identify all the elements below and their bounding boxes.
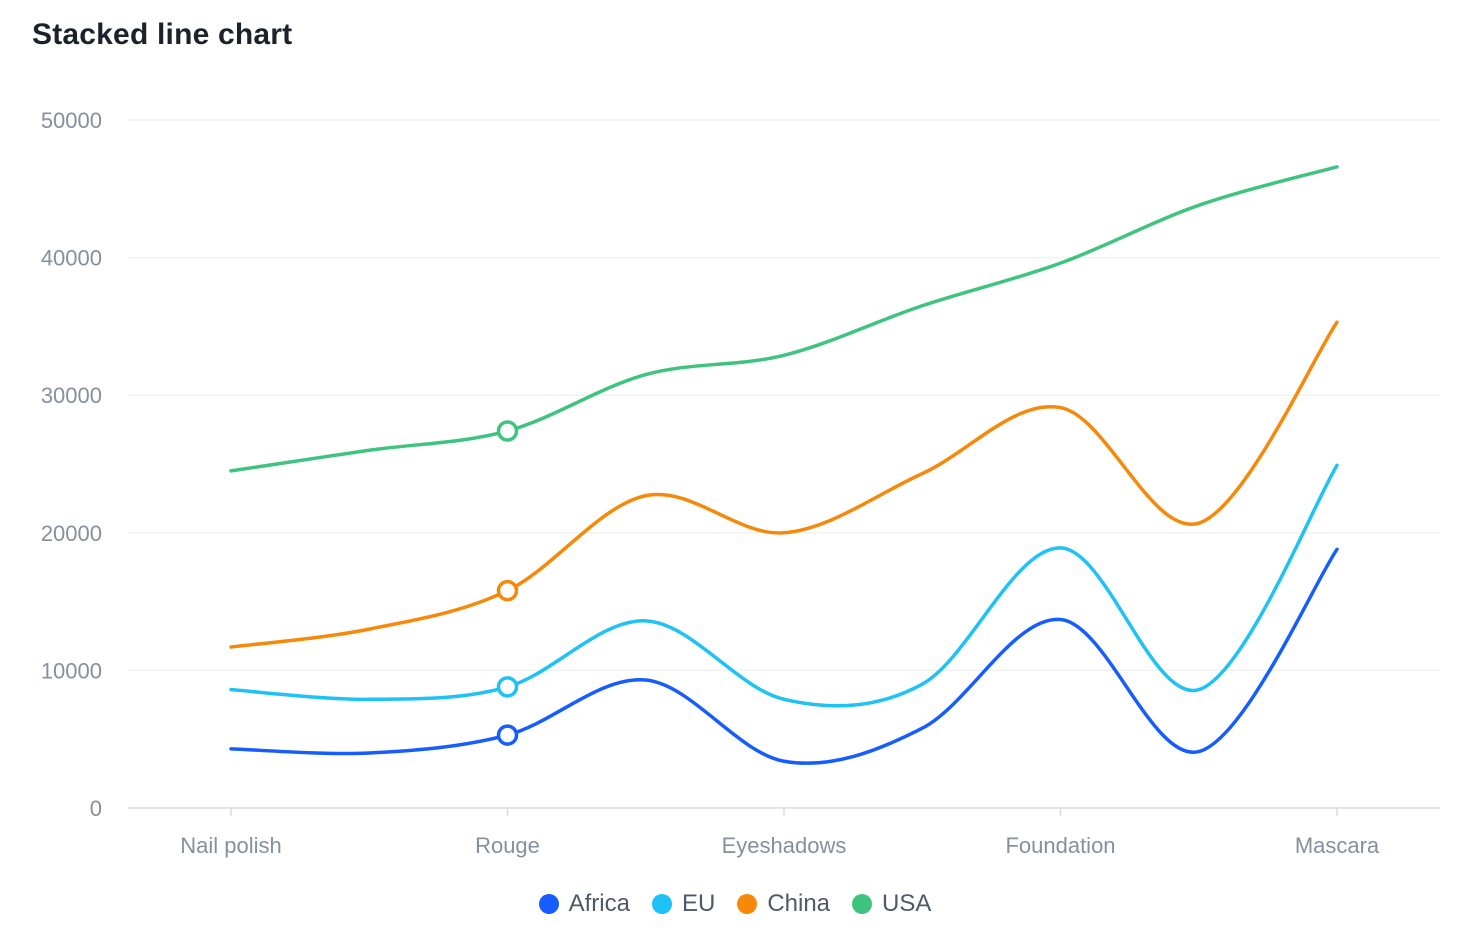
- x-tick-label: Foundation: [1005, 833, 1115, 858]
- y-tick-label: 20000: [41, 521, 102, 546]
- y-tick-label: 40000: [41, 246, 102, 271]
- legend: Africa EU China USA: [0, 890, 1470, 918]
- legend-label: EU: [681, 890, 716, 917]
- line-chart: 0 10000 20000 30000 40000 50000 Nail polish Ro…: [41, 108, 1440, 858]
- data-point-africa[interactable]: [496, 724, 519, 746]
- y-tick-label: 50000: [41, 108, 102, 133]
- legend-label: China: [767, 890, 831, 917]
- legend-label: USA: [882, 890, 932, 917]
- legend-swatch: [651, 894, 672, 914]
- legend-item-china[interactable]: China: [737, 890, 830, 918]
- grid-lines: [128, 119, 1440, 672]
- series-line-usa[interactable]: [229, 165, 1339, 473]
- series-line-eu[interactable]: [229, 463, 1339, 708]
- y-tick-label: 10000: [41, 658, 102, 683]
- legend-swatch: [737, 894, 758, 914]
- x-axis: Nail polish Rouge Eyeshadows Foundation Masc…: [128, 807, 1440, 858]
- data-point-eu[interactable]: [496, 676, 519, 698]
- series-line-china[interactable]: [229, 320, 1339, 649]
- data-point-china[interactable]: [496, 579, 519, 602]
- legend-label: Africa: [568, 890, 630, 917]
- series-lines: [229, 165, 1339, 765]
- x-tick-label: Eyeshadows: [722, 833, 847, 858]
- x-tick-label: Nail polish: [180, 833, 282, 858]
- x-tick-label: Mascara: [1295, 833, 1380, 858]
- data-point-usa[interactable]: [496, 420, 519, 442]
- legend-item-africa[interactable]: Africa: [538, 890, 630, 918]
- legend-item-eu[interactable]: EU: [651, 890, 716, 918]
- legend-swatch: [538, 894, 559, 914]
- legend-item-usa[interactable]: USA: [852, 890, 931, 918]
- legend-swatch: [852, 894, 873, 914]
- series-line-africa[interactable]: [229, 547, 1339, 765]
- x-tick-label: Rouge: [475, 833, 540, 858]
- y-axis: 0 10000 20000 30000 40000 50000: [41, 108, 102, 821]
- highlight-markers: [496, 420, 519, 746]
- chart-title: Stacked line chart: [32, 18, 293, 51]
- y-tick-label: 30000: [41, 383, 102, 408]
- y-tick-label: 0: [90, 796, 102, 821]
